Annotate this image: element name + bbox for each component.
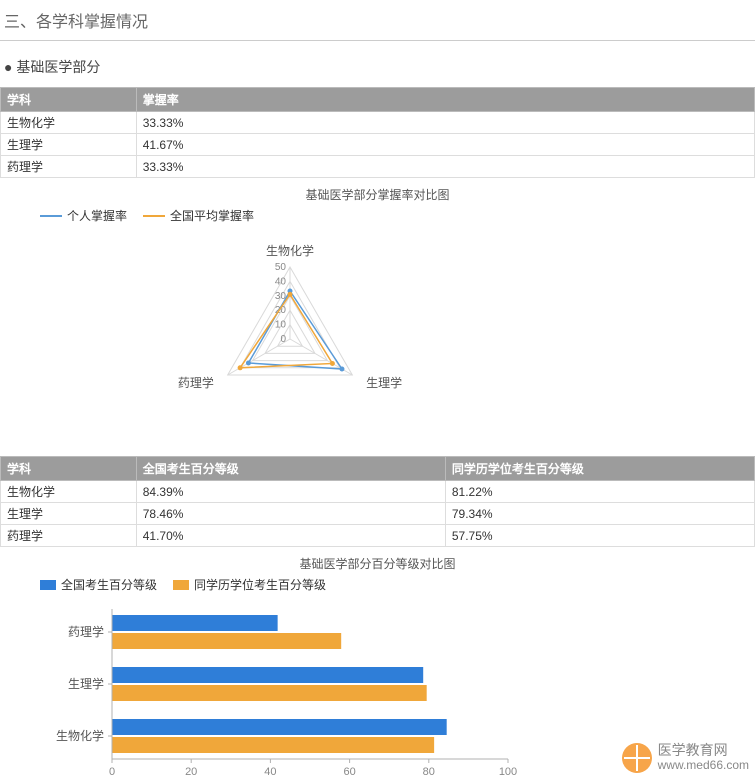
svg-text:生物化学: 生物化学 [266,243,314,258]
svg-text:100: 100 [499,766,517,777]
watermark-text-url: www.med66.com [658,758,749,772]
svg-text:60: 60 [343,766,355,777]
table-cell: 41.70% [136,525,445,547]
table-header: 同学历学位考生百分等级 [445,457,754,481]
percentile-table: 学科全国考生百分等级同学历学位考生百分等级 生物化学84.39%81.22%生理… [0,456,755,547]
svg-text:0: 0 [109,766,115,777]
legend-item: 个人掌握率 [40,207,127,224]
bar-legend: 全国考生百分等级同学历学位考生百分等级 [40,576,755,593]
table-row: 生物化学84.39%81.22% [1,481,755,503]
table-header: 学科 [1,457,137,481]
svg-text:生理学: 生理学 [366,375,402,390]
svg-text:40: 40 [264,766,276,777]
table-cell: 生理学 [1,134,137,156]
radar-legend: 个人掌握率全国平均掌握率 [40,207,755,224]
bar-chart-title: 基础医学部分百分等级对比图 [0,555,755,572]
legend-item: 同学历学位考生百分等级 [173,576,326,593]
table-cell: 57.75% [445,525,754,547]
svg-text:20: 20 [185,766,197,777]
svg-text:40: 40 [275,276,287,287]
svg-text:10: 10 [275,320,287,331]
subsection-heading: ● 基础医学部分 [4,57,755,77]
table-cell: 药理学 [1,156,137,178]
table-cell: 79.34% [445,503,754,525]
legend-item: 全国考生百分等级 [40,576,157,593]
svg-text:生物化学: 生物化学 [56,728,104,743]
legend-item: 全国平均掌握率 [143,207,254,224]
radar-chart: 生物化学生理学药理学01020304050 [140,228,420,438]
table-header: 学科 [1,88,137,112]
table-cell: 生物化学 [1,112,137,134]
table-cell: 33.33% [136,156,754,178]
table-header: 掌握率 [136,88,754,112]
watermark-text-cn: 医学教育网 [658,742,728,758]
table-cell: 84.39% [136,481,445,503]
bar-chart: 0 20 40 60 80 100 药理学生理学生物化学 [40,597,520,777]
section-heading: 三、各学科掌握情况 [0,0,755,41]
table-row: 药理学41.70%57.75% [1,525,755,547]
radar-chart-title: 基础医学部分掌握率对比图 [0,186,755,203]
table-row: 生物化学33.33% [1,112,755,134]
table-cell: 81.22% [445,481,754,503]
table-row: 药理学33.33% [1,156,755,178]
svg-text:50: 50 [275,262,287,273]
table-cell: 生物化学 [1,481,137,503]
table-cell: 生理学 [1,503,137,525]
watermark: 医学教育网 www.med66.com [622,742,749,773]
table-cell: 41.67% [136,134,754,156]
svg-text:生理学: 生理学 [68,676,104,691]
watermark-icon [622,743,652,773]
table-header: 全国考生百分等级 [136,457,445,481]
svg-text:80: 80 [423,766,435,777]
mastery-table: 学科掌握率 生物化学33.33%生理学41.67%药理学33.33% [0,87,755,178]
table-cell: 药理学 [1,525,137,547]
svg-text:药理学: 药理学 [68,624,104,639]
table-row: 生理学41.67% [1,134,755,156]
table-row: 生理学78.46%79.34% [1,503,755,525]
svg-text:0: 0 [280,334,286,345]
table-cell: 33.33% [136,112,754,134]
svg-text:药理学: 药理学 [178,375,214,390]
table-cell: 78.46% [136,503,445,525]
